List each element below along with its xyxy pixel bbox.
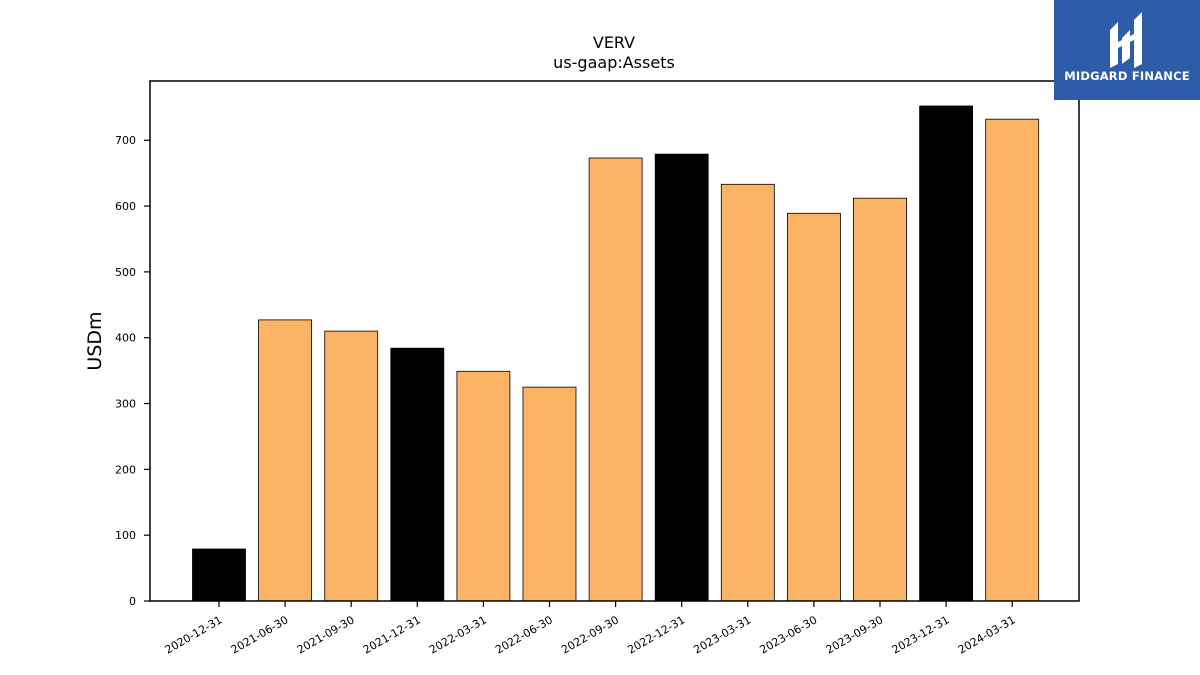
bar-2022-12-31 bbox=[654, 153, 709, 602]
plot-frame bbox=[149, 80, 1080, 602]
bar-2023-12-31 bbox=[919, 105, 973, 602]
bar-2022-03-31 bbox=[456, 370, 511, 602]
y-axis-label: USDm bbox=[84, 311, 106, 370]
bar-2021-09-30 bbox=[324, 330, 379, 602]
bar-2022-09-30 bbox=[588, 157, 643, 602]
x-tick-label: 2022-12-31 bbox=[625, 613, 687, 656]
y-tick-label: 0 bbox=[129, 595, 136, 608]
bar-2021-12-31 bbox=[390, 347, 445, 602]
x-tick-label: 2022-06-30 bbox=[493, 613, 555, 656]
y-tick-label: 500 bbox=[115, 266, 136, 279]
bar-2023-06-30 bbox=[787, 212, 841, 602]
y-tick-label: 600 bbox=[115, 200, 136, 213]
x-tick-label: 2023-06-30 bbox=[758, 613, 820, 656]
x-tick-label: 2021-06-30 bbox=[229, 613, 291, 656]
chart-subtitle: us-gaap:Assets bbox=[553, 53, 675, 72]
y-tick-label: 700 bbox=[115, 134, 136, 147]
logo-text: MIDGARD FINANCE bbox=[1064, 69, 1190, 83]
x-tick-label: 2023-03-31 bbox=[691, 613, 753, 656]
y-tick-label: 200 bbox=[115, 463, 136, 476]
chart-title: VERV bbox=[593, 33, 635, 52]
bars-group bbox=[192, 105, 1040, 602]
x-tick-label: 2023-12-31 bbox=[890, 613, 952, 656]
x-tick-label: 2022-03-31 bbox=[427, 613, 489, 656]
midgard-logo-icon bbox=[1110, 12, 1142, 68]
x-tick-label: 2020-12-31 bbox=[163, 613, 225, 656]
bar-2021-06-30 bbox=[258, 319, 313, 602]
x-tick-label: 2022-09-30 bbox=[559, 613, 621, 656]
bar-2022-06-30 bbox=[522, 386, 577, 602]
bar-2024-03-31 bbox=[985, 118, 1040, 602]
bar-2023-03-31 bbox=[720, 183, 775, 602]
y-tick-label: 300 bbox=[115, 398, 136, 411]
bar-2020-12-31 bbox=[192, 548, 246, 602]
x-tick-label: 2023-09-30 bbox=[824, 613, 886, 656]
x-tick-label: 2021-09-30 bbox=[295, 613, 357, 656]
x-tick-label: 2021-12-31 bbox=[361, 613, 423, 656]
brand-logo: MIDGARD FINANCE bbox=[1054, 0, 1200, 100]
y-tick-label: 400 bbox=[115, 332, 136, 345]
x-tick-label: 2024-03-31 bbox=[956, 613, 1018, 656]
bar-2023-09-30 bbox=[853, 197, 907, 602]
y-tick-label: 100 bbox=[115, 529, 136, 542]
